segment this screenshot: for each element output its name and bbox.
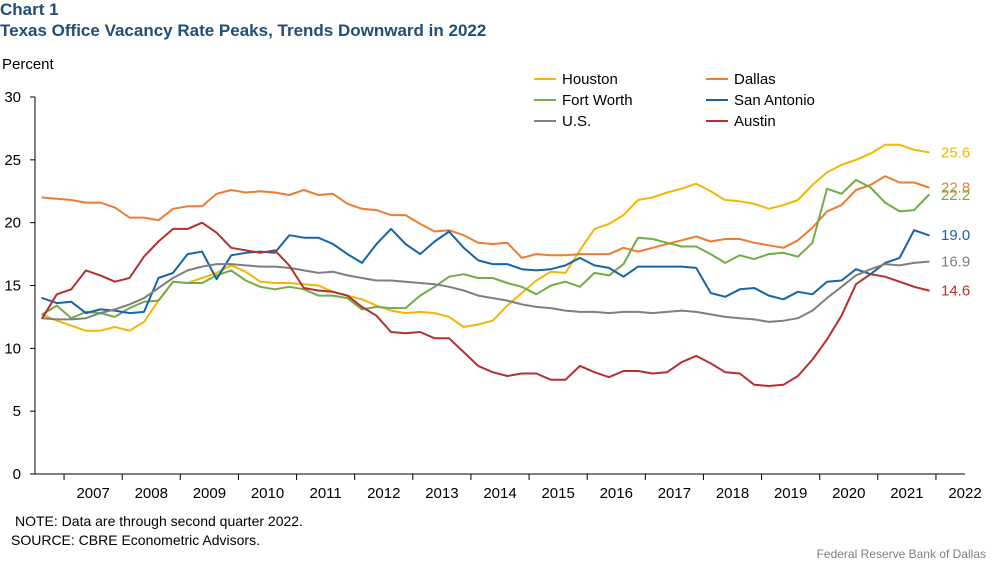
x-tick-label: 2011 [309, 485, 341, 502]
x-tick-label: 2017 [658, 485, 691, 502]
x-tick-label: 2016 [600, 485, 633, 502]
end-value-label: 14.6 [941, 283, 970, 300]
y-axis-unit-label: Percent [2, 56, 54, 73]
x-tick-label: 2008 [135, 485, 168, 502]
legend-label: Houston [562, 71, 618, 88]
chart-title: Texas Office Vacancy Rate Peaks, Trends … [0, 21, 487, 40]
x-tick-label: 2021 [890, 485, 923, 502]
legend-item: U.S. [534, 113, 591, 131]
x-tick-label: 2009 [193, 485, 226, 502]
legend-item: San Antonio [706, 92, 815, 110]
legend-label: Austin [734, 113, 776, 130]
legend-swatch [534, 78, 556, 81]
end-value-label: 22.2 [941, 187, 970, 204]
legend-label: U.S. [562, 113, 592, 130]
end-value-label: 16.9 [941, 254, 970, 271]
end-value-label: 25.6 [941, 144, 970, 161]
legend-item: Austin [706, 113, 776, 131]
legend-swatch [534, 120, 556, 123]
legend-swatch [706, 78, 728, 81]
series-line-san-antonio [41, 227, 930, 315]
chart-note: NOTE: Data are through second quarter 20… [15, 513, 303, 529]
y-tick-label: 25 [4, 152, 21, 169]
y-tick-label: 10 [4, 340, 21, 357]
x-tick-label: 2013 [425, 485, 458, 502]
y-tick-label: 30 [4, 89, 21, 106]
x-tick-label: 2022 [948, 485, 981, 502]
chart-number-label: Chart 1 [0, 0, 59, 19]
legend-label: San Antonio [734, 92, 815, 109]
x-tick-label: 2012 [367, 485, 400, 502]
x-tick-label: 2014 [483, 485, 516, 502]
x-tick-label: 2015 [541, 485, 574, 502]
x-tick-label: 2007 [76, 485, 109, 502]
series-line-fort-worth [41, 178, 930, 320]
end-value-label: 19.0 [941, 227, 970, 244]
legend-swatch [534, 99, 556, 102]
series-line-dallas [41, 175, 930, 259]
legend-item: Houston [534, 71, 618, 89]
y-tick-label: 0 [13, 466, 21, 483]
chart-source: SOURCE: CBRE Econometric Advisors. [11, 532, 260, 548]
series-line-houston [41, 143, 930, 332]
legend-label: Dallas [734, 71, 776, 88]
end-value-label: 22.8 [941, 179, 970, 196]
series-line-austin [41, 221, 930, 387]
x-tick-label: 2019 [774, 485, 807, 502]
legend-swatch [706, 99, 728, 102]
legend-item: Fort Worth [534, 92, 633, 110]
y-tick-label: 15 [4, 278, 21, 295]
x-tick-label: 2020 [832, 485, 865, 502]
y-tick-label: 20 [4, 215, 21, 232]
series-line-u-s [41, 260, 930, 323]
x-tick-label: 2018 [716, 485, 749, 502]
legend-item: Dallas [706, 71, 776, 89]
legend-swatch [706, 120, 728, 123]
x-tick-label: 2010 [251, 485, 284, 502]
legend-label: Fort Worth [562, 92, 633, 109]
publisher-credit: Federal Reserve Bank of Dallas [816, 547, 986, 561]
y-tick-label: 5 [13, 403, 21, 420]
